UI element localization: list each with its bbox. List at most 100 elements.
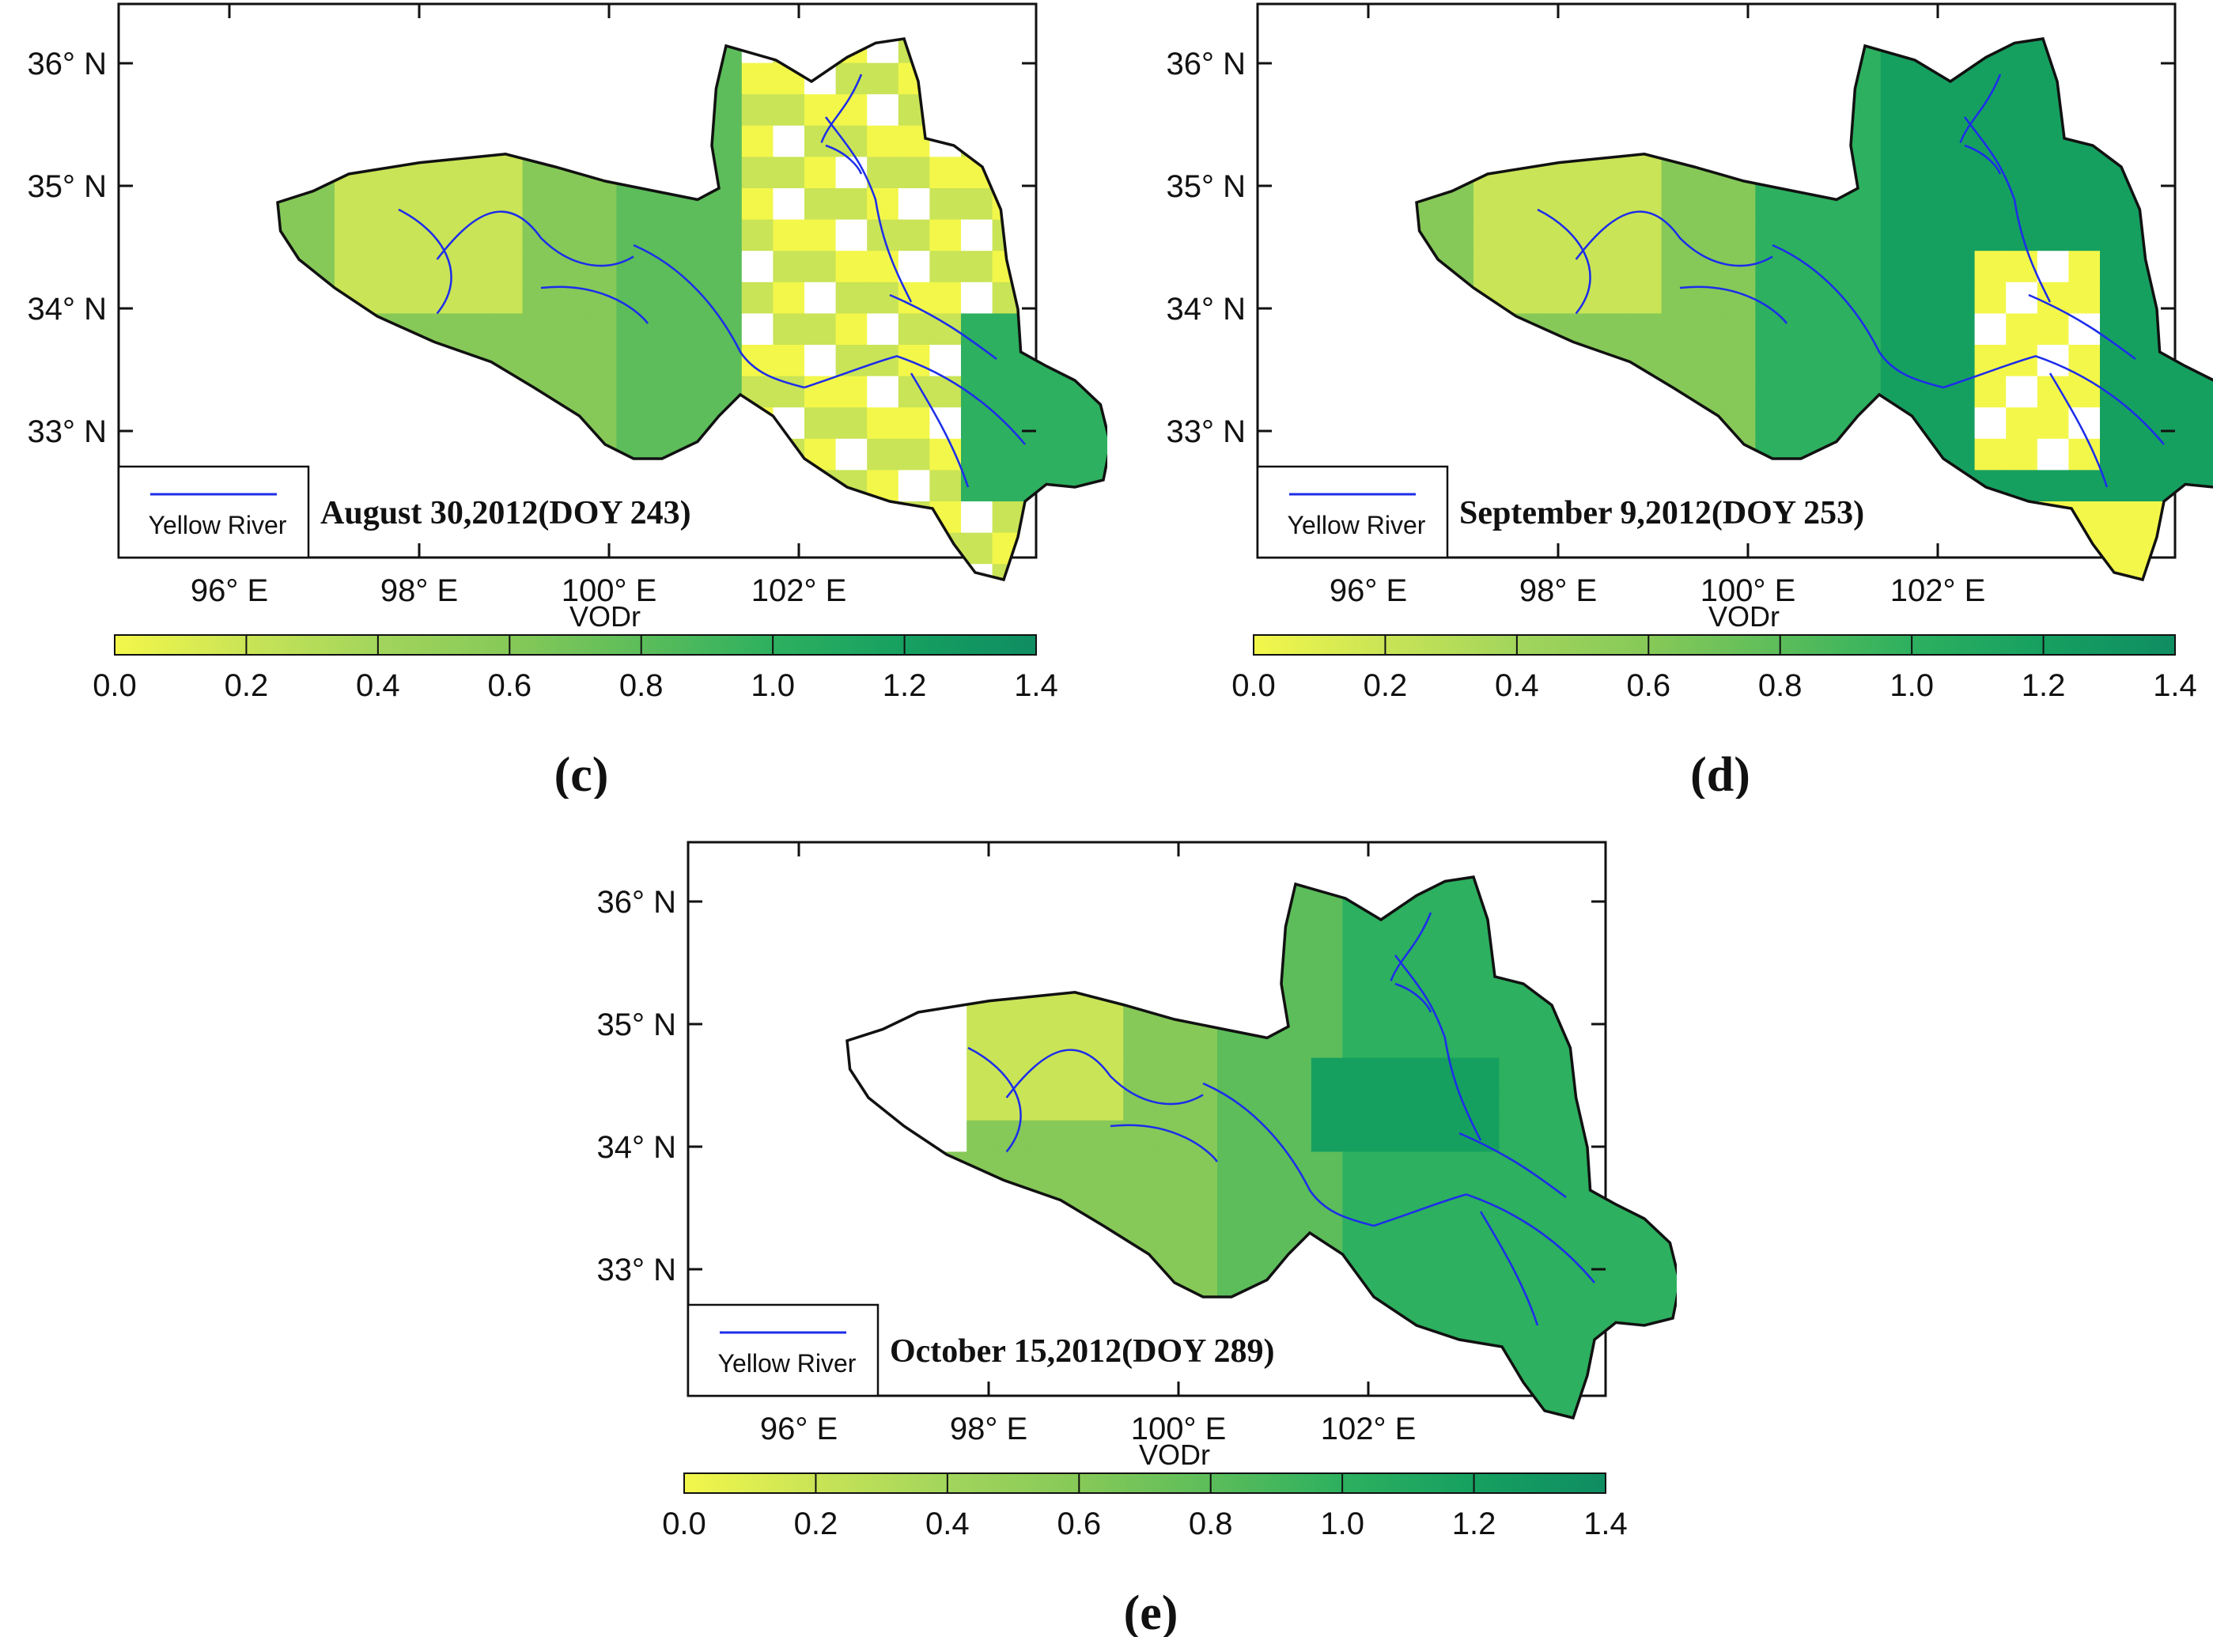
grid-cell <box>1086 345 1107 377</box>
river-line <box>1458 1132 1567 1199</box>
grid-cell <box>804 94 837 127</box>
grid-cell <box>1374 1120 1406 1153</box>
colorbar-title: VODr <box>1139 1438 1210 1471</box>
grid-cell <box>2006 407 2038 440</box>
grid-cell <box>710 125 743 158</box>
grid-cell <box>1280 1057 1312 1090</box>
grid-cell <box>522 188 554 221</box>
date-annotation: September 9,2012(DOY 253) <box>1459 495 1864 531</box>
grid-cell <box>1248 1402 1281 1418</box>
lat-label: 35° N <box>597 1007 677 1042</box>
grid-cell <box>1342 995 1375 1027</box>
grid-cell <box>1374 1057 1406 1090</box>
grid-cell <box>961 188 993 221</box>
grid-cell <box>1598 313 1631 346</box>
grid-cell <box>1974 251 2007 283</box>
grid-cell <box>1561 1214 1594 1246</box>
grid-cell <box>898 313 931 346</box>
river-line <box>2028 293 2136 361</box>
grid-cell <box>1723 219 1757 251</box>
grid-cell <box>2037 313 2070 346</box>
grid-cell <box>1342 1183 1375 1215</box>
grid-cell <box>1311 1120 1344 1153</box>
grid-cell <box>967 1057 999 1090</box>
colorbar-tick-label: 0.2 <box>794 1506 838 1541</box>
grid-cell <box>1655 1434 1677 1465</box>
grid-cell <box>1880 94 1913 127</box>
grid-cell <box>2193 407 2213 440</box>
grid-cell <box>1248 1151 1281 1184</box>
grid-cell <box>1624 1057 1657 1090</box>
grid-cell <box>1624 1340 1657 1372</box>
grid-cell <box>1405 1276 1437 1310</box>
grid-cell <box>522 313 554 346</box>
grid-cell <box>997 1120 1031 1153</box>
grid-cell <box>2006 564 2038 580</box>
grid-cell <box>1598 219 1631 251</box>
grid-cell <box>967 1120 999 1153</box>
grid-cell <box>1086 94 1107 127</box>
grid-cell <box>1123 1026 1156 1059</box>
grid-cell <box>2037 345 2070 377</box>
grid-cell <box>904 1057 936 1090</box>
grid-cell <box>1499 995 1531 1027</box>
grid-cell <box>1499 1308 1531 1340</box>
grid-cell <box>710 188 743 221</box>
grid-cell <box>2068 438 2101 471</box>
grid-cell <box>365 219 398 251</box>
grid-cell <box>741 157 774 189</box>
grid-cell <box>1086 564 1107 580</box>
grid-cell <box>1417 564 1443 580</box>
grid-cell <box>2037 438 2070 471</box>
grid-cell <box>1818 564 1850 580</box>
river-line <box>889 293 997 361</box>
grid-cell <box>1405 901 1437 933</box>
grid-cell <box>2006 94 2038 127</box>
grid-cell <box>1374 1089 1406 1121</box>
grid-cell <box>1943 94 1976 127</box>
grid-cell <box>1624 1151 1657 1184</box>
grid-cell <box>1023 595 1055 627</box>
grid-cell <box>804 407 837 440</box>
grid-cell <box>1023 564 1056 580</box>
grid-cell <box>1086 188 1107 221</box>
colorbar-tick-label: 0.2 <box>1364 668 1408 703</box>
colorbar-title: VODr <box>1708 600 1780 633</box>
grid-cell <box>967 1026 999 1059</box>
grid-cell <box>1091 1089 1124 1121</box>
grid-cell <box>992 345 1024 377</box>
grid-cell <box>1504 219 1537 251</box>
grid-cell <box>365 188 398 221</box>
grid-cell <box>1943 251 1976 283</box>
grid-cell <box>679 595 711 627</box>
grid-cell <box>1467 1151 1500 1184</box>
grid-cell <box>1974 407 2007 440</box>
grid-cell <box>554 345 586 377</box>
grid-cell <box>1598 251 1631 283</box>
grid-cell <box>2100 251 2132 283</box>
lat-label: 34° N <box>28 292 108 327</box>
grid-cell <box>2131 470 2163 502</box>
grid-cell <box>710 564 743 580</box>
colorbar-tick-label: 0.6 <box>1626 668 1670 703</box>
grid-cell <box>1061 1120 1093 1153</box>
grid-cell <box>1467 1026 1500 1059</box>
grid-cell <box>2037 595 2069 627</box>
colorbar-tick-label: 0.6 <box>487 668 531 703</box>
grid-cell <box>898 345 931 377</box>
grid-cell <box>1943 407 1976 440</box>
grid-cell <box>1530 1276 1563 1310</box>
grid-cell <box>1593 1276 1625 1310</box>
grid-cell <box>961 251 993 283</box>
grid-cell <box>1662 595 1693 627</box>
lat-label: 33° N <box>597 1253 677 1287</box>
panel-label: (d) <box>1690 748 1750 799</box>
grid-cell <box>1405 1057 1437 1090</box>
grid-cell <box>1655 1214 1677 1246</box>
grid-cell <box>1624 1089 1657 1121</box>
grid-cell <box>2131 345 2163 377</box>
grid-cell <box>1499 1089 1531 1121</box>
grid-cell <box>1086 438 1107 471</box>
grid-cell <box>2006 125 2038 158</box>
grid-cell <box>1755 251 1787 283</box>
